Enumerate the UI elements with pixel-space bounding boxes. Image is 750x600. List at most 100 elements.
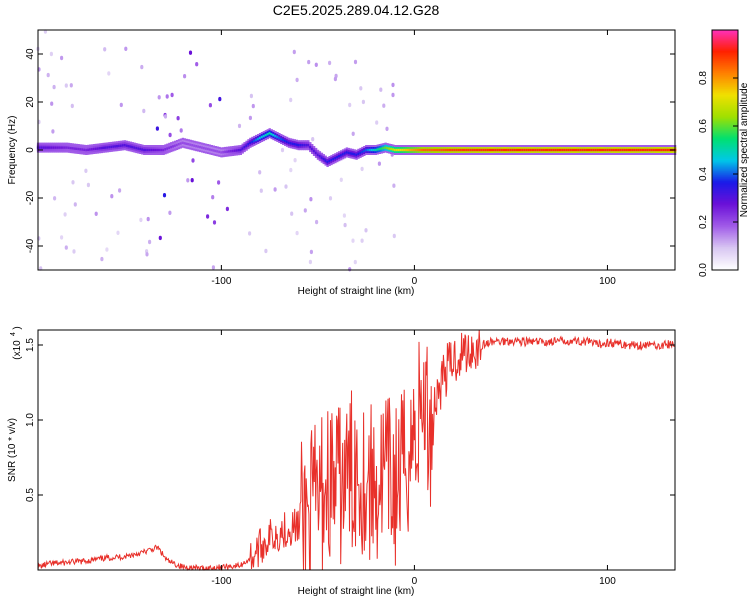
spectrogram-core <box>69 146 73 150</box>
spectrogram-core <box>318 155 322 158</box>
colorbar-band <box>712 108 738 111</box>
spectrogram-core <box>656 148 659 152</box>
spectrogram-core <box>164 148 167 151</box>
spectrogram-speck <box>124 46 128 51</box>
spectrogram-speck <box>140 64 144 70</box>
spectrogram-speck <box>339 177 343 182</box>
spectrogram-core <box>77 147 80 151</box>
spectrogram-speck <box>284 184 288 189</box>
snr-y-tick-label: 1.0 <box>25 413 36 427</box>
spectrogram-core <box>170 145 173 149</box>
colorbar-band <box>712 62 738 65</box>
spectrogram-core <box>432 148 435 152</box>
spectrogram-core <box>359 151 362 155</box>
colorbar-band <box>712 70 738 73</box>
colorbar-band <box>712 264 738 267</box>
colorbar-band <box>712 66 738 69</box>
spectrogram-speck <box>46 72 50 78</box>
snr-multiplier-exp: 4 <box>10 332 17 336</box>
colorbar-band <box>712 186 738 189</box>
spectrogram-core <box>228 150 231 153</box>
snr-xlabel: Height of straight line (km) <box>298 586 415 597</box>
spectrogram-core <box>614 148 617 152</box>
spectrogram-core <box>330 158 333 162</box>
spectrogram-core <box>191 144 194 147</box>
spectrogram-core <box>189 143 192 146</box>
spectrogram-core <box>581 148 584 152</box>
spectrogram-core <box>98 147 102 150</box>
spectrogram-speck <box>211 265 215 270</box>
spectrogram-core <box>488 148 491 152</box>
colorbar-tick-label: 0.0 <box>698 263 709 277</box>
spectrogram-speck <box>179 128 183 133</box>
spectrogram-core <box>316 153 320 156</box>
spectrogram-core <box>500 148 503 152</box>
spectrogram-core <box>550 148 553 152</box>
spectrogram-core <box>96 147 100 150</box>
snr-multiplier-close: ) <box>12 326 23 329</box>
colorbar-band <box>712 42 738 45</box>
spectrogram-speck <box>249 93 253 99</box>
spectrogram-core <box>336 156 339 159</box>
spectrogram-speck <box>73 202 77 207</box>
spectrogram-ylabel: Frequency (Hz) <box>7 116 18 185</box>
spectrogram-core <box>85 148 88 152</box>
colorbar-band <box>712 122 738 125</box>
spectrogram-core <box>635 148 638 152</box>
spectrogram-core <box>650 148 654 152</box>
spectrogram-core <box>139 147 142 151</box>
spectrogram-core <box>415 148 418 152</box>
spectrogram-core <box>154 148 157 152</box>
colorbar-band <box>712 220 738 223</box>
spectrogram-core <box>268 132 271 135</box>
spectrogram-core <box>241 147 244 150</box>
spectrogram-core <box>81 148 84 151</box>
spectrogram-core <box>158 148 161 152</box>
spectrogram-core <box>133 146 136 149</box>
spectrogram-core <box>312 149 316 153</box>
spectrogram-speck <box>359 86 363 91</box>
spectrogram-core <box>521 148 524 152</box>
spectrogram-core <box>60 146 63 149</box>
spectrogram-core <box>602 148 605 152</box>
colorbar-band <box>712 234 738 237</box>
colorbar-band <box>712 172 738 175</box>
spectrogram-core <box>276 135 279 139</box>
colorbar-band <box>712 210 738 213</box>
spectrogram-core <box>282 138 285 142</box>
spectrogram-core <box>417 148 420 152</box>
spectrogram-core <box>355 153 358 156</box>
spectrogram-core <box>226 150 229 153</box>
spectrogram-speck <box>289 97 293 103</box>
spectrogram-speck <box>110 194 114 199</box>
spectrogram-core <box>148 148 152 152</box>
spectrogram-core <box>380 147 383 150</box>
spectrogram-core <box>492 148 495 152</box>
spectrogram-speck <box>64 245 68 250</box>
colorbar-band <box>712 230 738 233</box>
spectrogram-core <box>156 148 159 152</box>
spectrogram-core <box>235 149 239 152</box>
colorbar-band <box>712 30 738 33</box>
spectrogram-core <box>523 148 526 152</box>
colorbar-band <box>712 142 738 145</box>
spectrogram-speck <box>190 178 194 183</box>
spectrogram-core <box>506 148 509 152</box>
spectrogram-core <box>255 138 258 142</box>
spectrogram-core <box>89 148 92 151</box>
colorbar-band <box>712 116 738 119</box>
spectrogram-core <box>438 148 441 152</box>
spectrogram-core <box>571 148 574 152</box>
spectrogram-core <box>623 148 627 152</box>
colorbar-band <box>712 94 738 97</box>
spectrogram-speck <box>158 235 162 241</box>
colorbar-band <box>712 102 738 105</box>
spectrogram-speck <box>139 217 143 223</box>
spectrogram-core <box>204 147 208 150</box>
spectrogram-speck <box>391 82 395 88</box>
spectrogram-core <box>386 146 389 150</box>
spectrogram-core <box>519 148 522 152</box>
colorbar-tick-label: 0.8 <box>698 71 709 85</box>
spectrogram-speck <box>118 188 122 193</box>
spectrogram-core <box>351 152 354 155</box>
